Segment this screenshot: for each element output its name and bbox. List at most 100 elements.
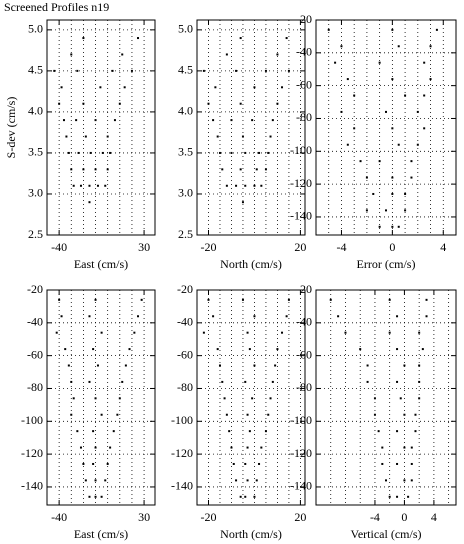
point — [423, 94, 426, 97]
point — [425, 315, 428, 318]
point — [96, 364, 99, 367]
point — [62, 119, 65, 122]
point — [225, 53, 228, 56]
point — [94, 495, 97, 498]
point — [329, 298, 332, 301]
point — [58, 102, 61, 105]
point — [421, 348, 424, 351]
point — [404, 209, 407, 212]
y-tick-label: -120 — [290, 176, 312, 190]
point — [137, 37, 140, 40]
point — [60, 86, 63, 89]
point — [253, 86, 256, 89]
y-tick-label: -140 — [171, 479, 193, 493]
point — [246, 479, 249, 482]
point — [207, 298, 210, 301]
x-tick-label: -4 — [370, 510, 380, 524]
plot-frame — [196, 19, 306, 236]
point — [344, 331, 347, 334]
point — [253, 315, 256, 318]
point — [76, 430, 79, 433]
point — [239, 102, 242, 105]
x-axis-label: East (cm/s) — [74, 527, 128, 541]
point — [340, 110, 343, 113]
point — [391, 78, 394, 81]
point — [246, 331, 249, 334]
point — [255, 168, 258, 171]
point — [212, 315, 215, 318]
point — [264, 430, 267, 433]
point — [92, 430, 95, 433]
x-axis-label: North (cm/s) — [220, 527, 282, 541]
x-tick-label: 30 — [138, 510, 150, 524]
y-tick-label: 3.5 — [28, 145, 43, 159]
point — [84, 479, 87, 482]
point — [399, 397, 402, 400]
point — [253, 364, 256, 367]
point — [246, 446, 249, 449]
point — [287, 298, 290, 301]
y-tick-label: -100 — [171, 413, 193, 427]
point — [79, 184, 82, 187]
y-tick-label: 4.5 — [178, 63, 193, 77]
point — [276, 53, 279, 56]
point — [106, 168, 109, 171]
point — [104, 184, 107, 187]
point — [287, 69, 290, 72]
point — [391, 176, 394, 179]
point — [212, 119, 215, 122]
point — [239, 37, 242, 40]
point — [397, 225, 400, 228]
point — [281, 86, 284, 89]
y-tick-label: -20 — [27, 282, 43, 296]
point — [88, 380, 91, 383]
point — [76, 69, 79, 72]
point — [77, 151, 80, 154]
point — [94, 397, 97, 400]
y-tick-label: -140 — [290, 479, 312, 493]
point — [418, 331, 421, 334]
point — [109, 151, 112, 154]
point — [410, 160, 413, 163]
point — [337, 315, 340, 318]
point — [403, 364, 406, 367]
point — [53, 69, 56, 72]
point — [84, 135, 87, 138]
x-tick-label: -40 — [51, 510, 67, 524]
y-tick-label: -80 — [27, 380, 43, 394]
point — [94, 119, 97, 122]
point — [346, 143, 349, 146]
y-tick-label: -60 — [27, 347, 43, 361]
point — [230, 151, 233, 154]
point — [94, 479, 97, 482]
point — [246, 413, 249, 416]
x-axis-label: Vertical (cm/s) — [351, 527, 422, 541]
point — [88, 495, 91, 498]
y-tick-label: 4.0 — [178, 104, 193, 118]
point — [241, 298, 244, 301]
point — [218, 364, 221, 367]
point — [225, 413, 228, 416]
point — [423, 61, 426, 64]
point — [414, 430, 417, 433]
point — [418, 397, 421, 400]
point — [414, 413, 417, 416]
point — [271, 380, 274, 383]
y-tick-label: 2.5 — [28, 227, 43, 241]
x-tick-label: 0 — [389, 240, 395, 254]
point — [123, 86, 126, 89]
point — [274, 364, 277, 367]
point — [111, 69, 114, 72]
y-tick-label: 5.0 — [28, 22, 43, 36]
point — [403, 413, 406, 416]
point — [269, 397, 272, 400]
x-axis-label: Error (cm/s) — [357, 257, 416, 271]
x-tick-label: -40 — [51, 240, 67, 254]
point — [241, 201, 244, 204]
point — [100, 495, 103, 498]
y-tick-label: -60 — [296, 77, 312, 91]
point — [366, 380, 369, 383]
point — [106, 135, 109, 138]
point — [359, 348, 362, 351]
y-tick-label: -40 — [27, 315, 43, 329]
